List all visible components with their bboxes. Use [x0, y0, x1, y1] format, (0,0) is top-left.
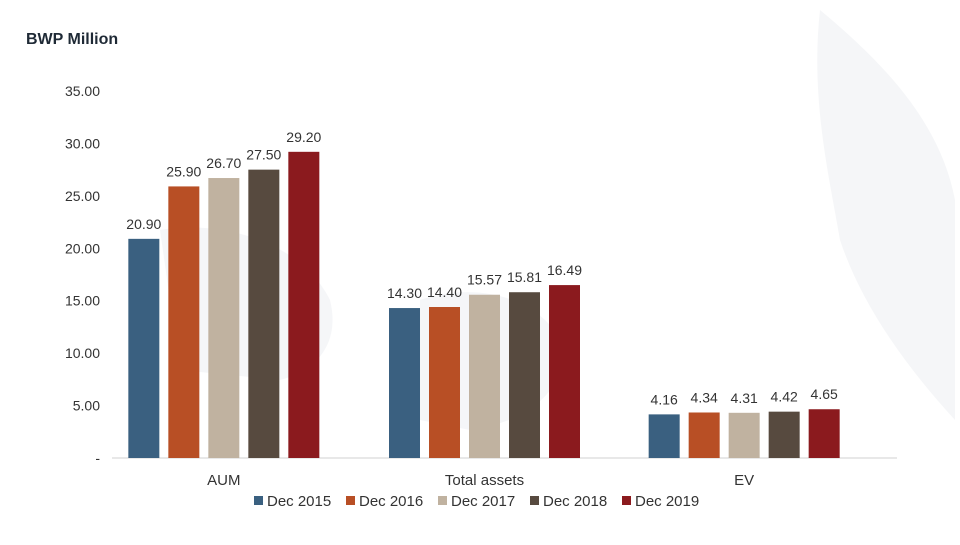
bar-dec-2018-total-assets: [509, 292, 540, 458]
data-label: 14.30: [387, 285, 422, 301]
data-label: 14.40: [427, 284, 462, 300]
data-label: 4.31: [731, 390, 758, 406]
bar-dec-2018-ev: [768, 411, 800, 458]
legend-label: Dec 2019: [635, 493, 699, 510]
data-label: 25.90: [166, 163, 201, 179]
y-tick-label: 30.00: [65, 135, 100, 151]
y-tick-label: 25.00: [65, 188, 100, 204]
bar-dec-2019-total-assets: [549, 285, 580, 458]
legend-label: Dec 2017: [451, 493, 515, 510]
y-tick-label: 35.00: [65, 83, 100, 99]
legend-label: Dec 2015: [267, 493, 331, 510]
y-tick-label: 10.00: [65, 345, 100, 361]
bar-dec-2015-ev: [648, 414, 680, 458]
data-label: 15.81: [507, 269, 542, 285]
data-label: 4.42: [771, 389, 798, 405]
category-label: Total assets: [445, 472, 524, 489]
bar-dec-2018-aum: [248, 169, 280, 458]
data-label: 27.50: [246, 147, 281, 163]
data-label: 4.16: [651, 391, 678, 407]
data-label: 26.70: [206, 155, 241, 171]
bar-dec-2017-aum: [208, 178, 240, 458]
y-tick-label: 5.00: [73, 398, 100, 414]
y-tick-label: -: [95, 450, 100, 466]
legend-swatch: [622, 496, 631, 505]
data-label: 4.34: [691, 389, 718, 405]
data-label: 20.90: [126, 216, 161, 232]
y-tick-label: 15.00: [65, 293, 100, 309]
legend-swatch: [530, 496, 539, 505]
chart-title: BWP Million: [26, 31, 119, 48]
legend-swatch: [254, 496, 263, 505]
bar-dec-2015-aum: [128, 238, 160, 458]
legend-label: Dec 2018: [543, 493, 607, 510]
data-label: 29.20: [286, 129, 321, 145]
bar-dec-2019-aum: [288, 151, 320, 458]
data-label: 4.65: [811, 386, 838, 402]
bar-dec-2017-ev: [728, 412, 760, 458]
bar-dec-2017-total-assets: [469, 294, 500, 458]
data-label: 16.49: [547, 262, 582, 278]
category-label: AUM: [207, 472, 240, 489]
bar-dec-2015-total-assets: [389, 308, 420, 458]
category-label: EV: [734, 472, 754, 489]
bar-dec-2016-total-assets: [429, 307, 460, 458]
bar-dec-2016-aum: [168, 186, 200, 459]
y-tick-label: 20.00: [65, 240, 100, 256]
legend-swatch: [346, 496, 355, 505]
bar-dec-2016-ev: [688, 412, 720, 458]
data-label: 15.57: [467, 272, 502, 288]
legend-swatch: [438, 496, 447, 505]
legend-label: Dec 2016: [359, 493, 423, 510]
bar-dec-2019-ev: [808, 409, 840, 458]
